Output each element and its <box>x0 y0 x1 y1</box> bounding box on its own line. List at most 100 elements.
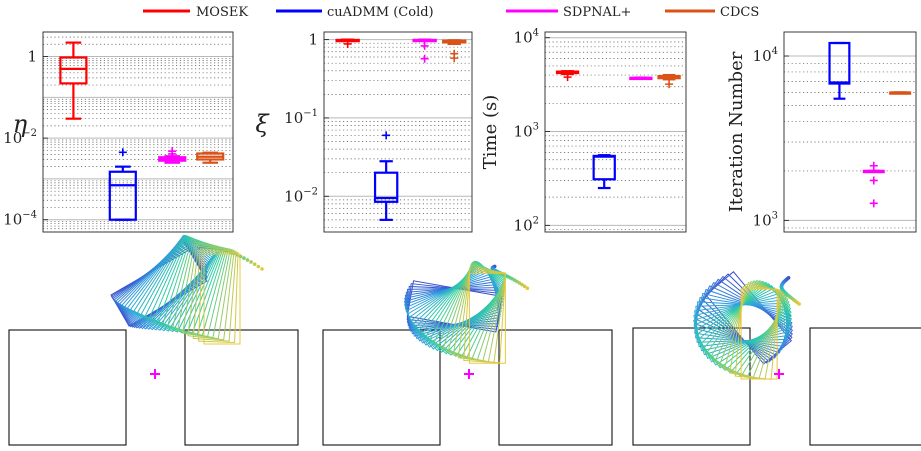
pose-outline <box>447 264 507 362</box>
outlier-marker <box>420 54 429 63</box>
iqr-box <box>373 171 399 203</box>
legend-label-sdpnal: SDPNAL+ <box>563 5 631 20</box>
box-sdpnal- <box>629 76 653 81</box>
trajectory-point <box>242 256 246 260</box>
y-tick-label: 1 <box>27 48 37 66</box>
xi-axis-label: ξ <box>255 110 270 138</box>
y-tick-label: 10−2 <box>3 128 37 147</box>
obstacle <box>809 327 921 446</box>
box-cdcs <box>196 151 225 164</box>
grid <box>43 31 233 233</box>
outlier-marker <box>118 148 127 157</box>
pose-outline <box>463 270 507 364</box>
obstacle <box>498 329 613 446</box>
y-tick-label: 10−1 <box>284 108 318 127</box>
box-cuadmm-cold- <box>828 41 851 100</box>
pose-outline <box>412 263 506 352</box>
trajectory-point <box>245 258 250 262</box>
box-sdpnal- <box>158 147 187 164</box>
pose-outline <box>406 267 504 346</box>
pose-outline <box>203 253 241 345</box>
box-cdcs <box>442 39 467 63</box>
pose-outline <box>729 283 782 380</box>
trajectory-scene <box>632 271 921 446</box>
obstacle <box>322 329 441 446</box>
legend-entry-sdpnal: SDPNAL+ <box>506 5 631 20</box>
trajectory-point <box>520 282 524 287</box>
grid <box>545 37 686 231</box>
axes-frame <box>544 31 687 233</box>
eta-axis-label: η <box>13 110 28 138</box>
obstacle <box>184 329 299 446</box>
outlier-marker <box>869 199 878 208</box>
pose-outline <box>457 267 507 363</box>
xi-panel: 1 10−1 10−2 ξ <box>255 31 473 233</box>
legend: MOSEK cuADMM (Cold) SDPNAL+ CDCS <box>143 5 759 20</box>
pose-outline <box>418 261 506 355</box>
pose-outline <box>410 264 505 350</box>
goal-marker <box>150 369 160 379</box>
goal-marker <box>464 369 474 379</box>
outlier-marker <box>869 161 878 170</box>
outlier-marker <box>450 54 459 63</box>
y-tick-label: 103 <box>753 210 778 229</box>
box-sdpnal- <box>862 161 885 208</box>
trajectory-point <box>522 284 527 289</box>
legend-label-cdcs: CDCS <box>720 5 759 20</box>
pose-outline <box>126 236 212 331</box>
outlier-marker <box>168 149 177 158</box>
outlier-marker <box>420 41 429 50</box>
time-panel: 104 103 102 Time (s) <box>480 28 687 234</box>
outlier-marker <box>869 176 878 185</box>
trajectory-point <box>249 260 253 264</box>
outlier-marker <box>563 73 572 82</box>
eta-panel: 1 10−2 10−4 η <box>3 31 234 233</box>
iqr-box <box>108 170 137 221</box>
pose-outline <box>177 241 231 339</box>
iteration-axis-label: Iteration Number <box>726 51 747 212</box>
legend-label-mosek: MOSEK <box>196 5 248 20</box>
axes-frame <box>323 31 473 233</box>
y-tick-label: 103 <box>514 122 539 141</box>
y-tick-label: 104 <box>514 28 539 47</box>
pose-outline <box>182 243 233 340</box>
box-cuadmm-cold- <box>373 131 399 221</box>
trajectory-scene <box>8 234 299 446</box>
trajectory-point <box>525 286 530 291</box>
pose-outline <box>468 272 506 364</box>
legend-entry-cdcs: CDCS <box>665 5 759 20</box>
y-tick-label: 10−2 <box>284 186 318 205</box>
pose-outline <box>187 245 235 341</box>
pose-outline <box>171 240 229 338</box>
axes-frame <box>783 31 917 233</box>
box-cuadmm-cold- <box>592 154 616 190</box>
trajectory-point <box>256 264 261 269</box>
trajectory-scene <box>322 260 613 446</box>
iqr-box <box>59 56 88 85</box>
box-mosek <box>59 41 88 120</box>
axes-frame <box>42 31 234 233</box>
iteration-panel: 104 103 Iteration Number <box>726 31 917 233</box>
pose-outline <box>415 262 506 353</box>
pose-outline <box>452 265 507 363</box>
y-tick-label: 10−4 <box>3 210 37 229</box>
pose-outline <box>740 288 778 380</box>
legend-entry-mosek: MOSEK <box>143 5 248 20</box>
outlier-marker <box>382 131 391 140</box>
trajectory-point <box>252 262 257 266</box>
outlier-marker <box>665 80 674 89</box>
pose-outline <box>129 235 213 331</box>
legend-label-cuadmm: cuADMM (Cold) <box>327 5 434 20</box>
box-mosek <box>555 70 580 82</box>
iqr-box <box>592 154 616 181</box>
y-tick-label: 1 <box>308 31 318 49</box>
pose-outline <box>198 250 239 344</box>
legend-entry-cuadmm: cuADMM (Cold) <box>276 5 434 20</box>
iqr-box <box>828 41 851 85</box>
trajectory-illustrations <box>8 234 921 446</box>
pose-outline <box>140 234 217 333</box>
trajectory-point <box>797 302 801 306</box>
box-cdcs <box>889 91 912 95</box>
outlier-marker <box>343 39 352 48</box>
